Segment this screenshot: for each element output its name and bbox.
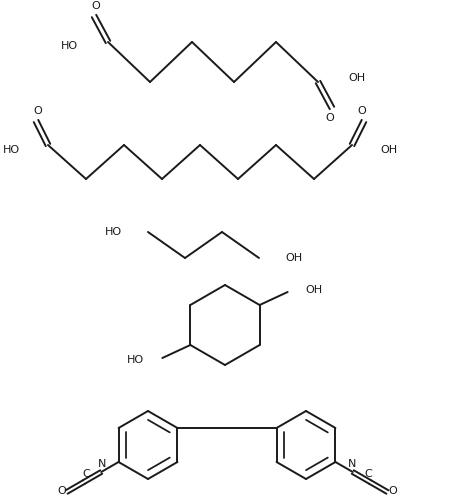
Text: OH: OH: [348, 73, 365, 83]
Text: O: O: [57, 486, 66, 496]
Text: O: O: [358, 106, 366, 116]
Text: O: O: [92, 1, 100, 11]
Text: HO: HO: [105, 227, 122, 237]
Text: O: O: [326, 113, 335, 123]
Text: OH: OH: [285, 253, 302, 263]
Text: N: N: [98, 459, 106, 469]
Text: OH: OH: [306, 285, 323, 295]
Text: HO: HO: [61, 41, 78, 51]
Text: O: O: [34, 106, 42, 116]
Text: N: N: [348, 459, 356, 469]
Text: C: C: [364, 469, 372, 479]
Text: HO: HO: [127, 355, 144, 365]
Text: HO: HO: [3, 145, 20, 155]
Text: C: C: [82, 469, 90, 479]
Text: OH: OH: [380, 145, 397, 155]
Text: O: O: [388, 486, 397, 496]
